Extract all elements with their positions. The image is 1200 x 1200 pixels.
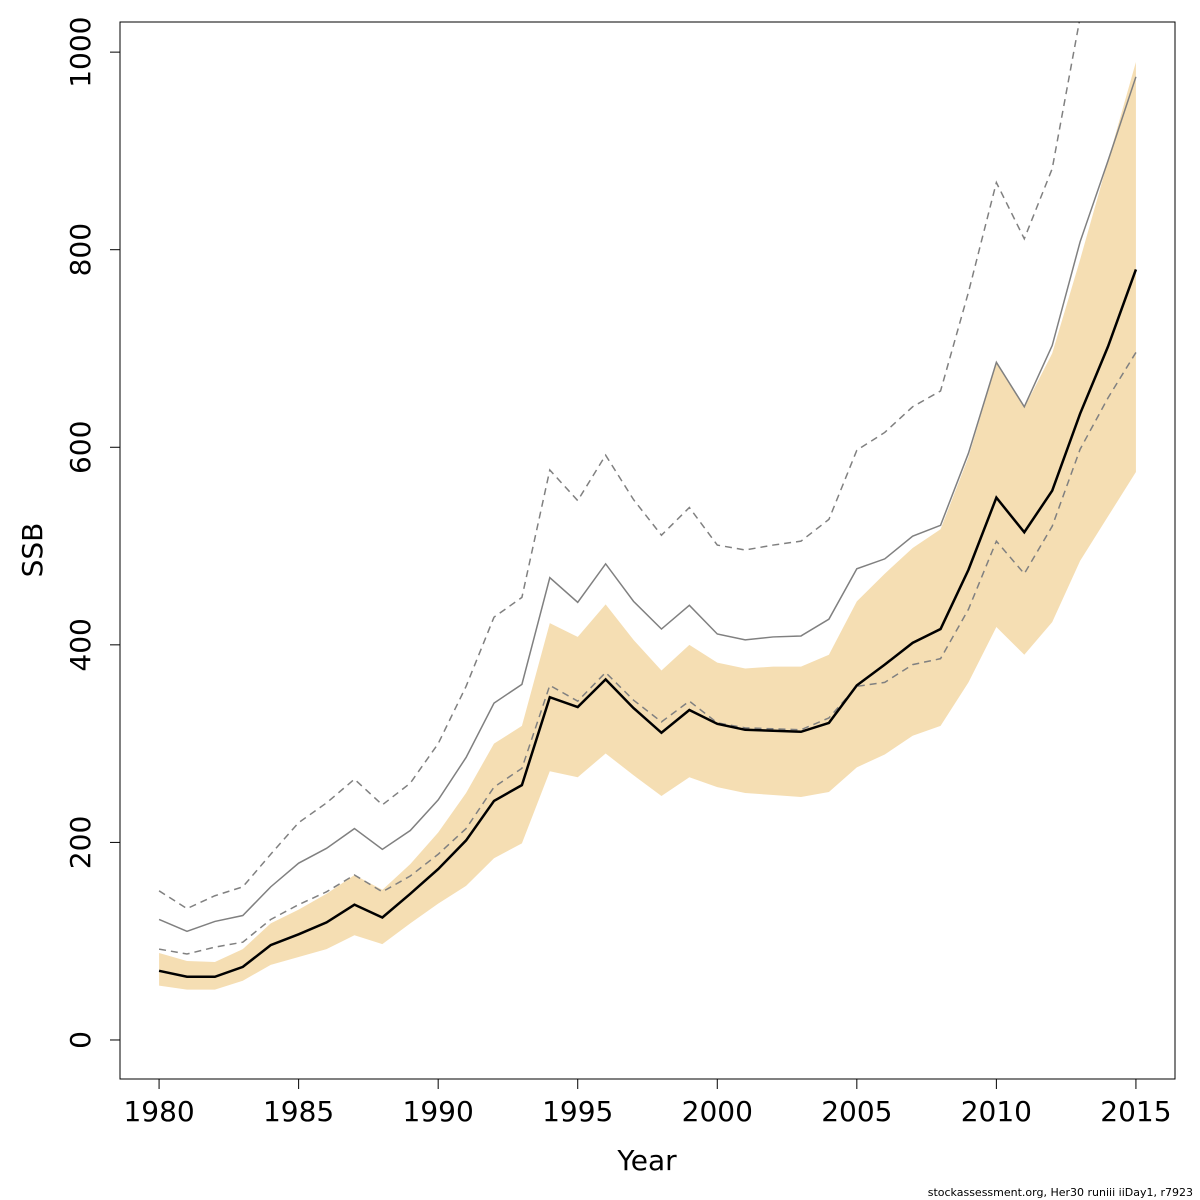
x-tick-label: 1980 xyxy=(123,1095,194,1128)
y-tick-label: 600 xyxy=(64,421,97,474)
y-tick-label: 800 xyxy=(64,223,97,276)
plot-area xyxy=(158,22,1138,990)
confidence-band xyxy=(159,62,1136,990)
y-tick-label: 200 xyxy=(64,816,97,869)
footer: stockassessment.org, Her30 runiii iiDay1… xyxy=(928,1186,1193,1199)
y-axis-title: SSB xyxy=(16,523,49,578)
x-tick-label: 2015 xyxy=(1100,1095,1171,1128)
x-tick-label: 1995 xyxy=(542,1095,613,1128)
x-tick-label: 1985 xyxy=(263,1095,334,1128)
series-line xyxy=(158,269,1138,979)
series-line xyxy=(158,22,1081,910)
x-tick-label: 2000 xyxy=(682,1095,753,1128)
x-axis-title: Year xyxy=(616,1144,677,1177)
y-tick-label: 1000 xyxy=(64,16,97,87)
series-line xyxy=(158,352,1137,955)
x-tick-label: 2010 xyxy=(961,1095,1032,1128)
y-tick-label: 400 xyxy=(64,618,97,671)
x-tick-label: 1990 xyxy=(403,1095,474,1128)
y-tick-label: 0 xyxy=(64,1031,97,1049)
x-tick-label: 2005 xyxy=(821,1095,892,1128)
series-line xyxy=(158,76,1137,933)
